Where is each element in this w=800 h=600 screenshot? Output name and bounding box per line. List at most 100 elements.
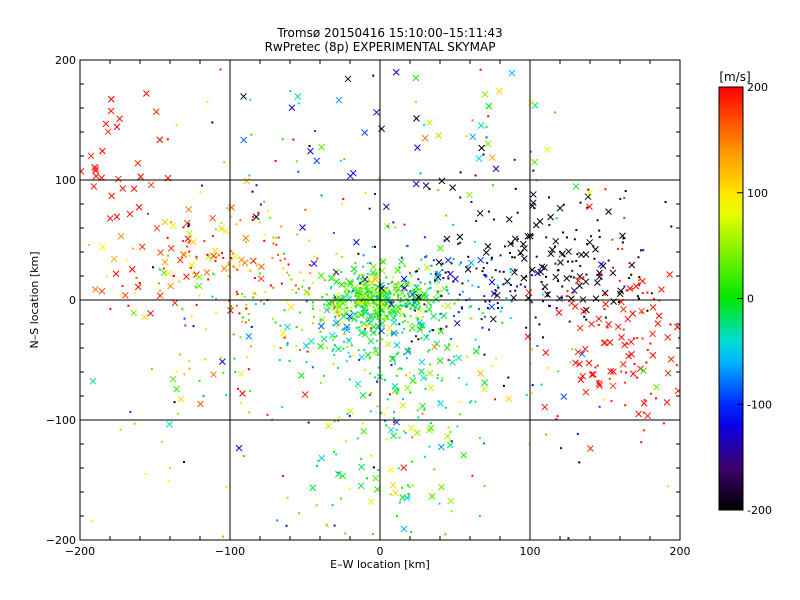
- scatter-point-dot: [596, 364, 599, 367]
- scatter-point-x: [209, 214, 217, 222]
- scatter-point-dot: [467, 255, 470, 258]
- scatter-point-dot: [408, 371, 411, 374]
- scatter-point-dot: [404, 298, 407, 301]
- scatter-point-dot: [654, 397, 657, 400]
- scatter-point-dot: [450, 337, 453, 340]
- scatter-point-dot: [649, 342, 652, 345]
- scatter-point-x: [167, 244, 175, 252]
- scatter-point-dot: [641, 337, 644, 340]
- scatter-point-dot: [491, 277, 494, 280]
- scatter-point-dot: [562, 231, 565, 234]
- scatter-point-dot: [370, 327, 373, 330]
- scatter-point-dot: [492, 218, 495, 221]
- scatter-point-dot: [560, 296, 563, 299]
- scatter-point-x: [387, 466, 394, 474]
- scatter-point-dot: [392, 416, 395, 419]
- scatter-point-x: [587, 445, 594, 452]
- scatter-point-dot: [576, 432, 579, 435]
- scatter-point-x: [104, 128, 112, 136]
- scatter-point-dot: [390, 332, 393, 335]
- scatter-point-dot: [578, 461, 581, 464]
- scatter-point-dot: [397, 368, 400, 371]
- scatter-point-x: [552, 237, 560, 245]
- scatter-point-dot: [184, 324, 187, 327]
- scatter-point-dot: [516, 237, 519, 240]
- scatter-point-dot: [286, 496, 289, 499]
- colorbar-tick-label: 0: [747, 293, 754, 306]
- scatter-point-dot: [603, 308, 606, 311]
- scatter-point-dot: [378, 318, 381, 321]
- scatter-point-x: [435, 258, 443, 266]
- scatter-point-dot: [484, 300, 487, 303]
- scatter-point-dot: [646, 309, 649, 312]
- scatter-point-x: [597, 261, 605, 268]
- scatter-point-x: [467, 259, 475, 267]
- scatter-point-dot: [355, 326, 358, 329]
- scatter-point-dot: [483, 273, 486, 276]
- scatter-point-dot: [449, 430, 452, 433]
- scatter-point-dot: [487, 115, 490, 118]
- scatter-point-x: [536, 218, 544, 225]
- scatter-point-dot: [366, 291, 369, 294]
- scatter-point-dot: [540, 281, 543, 284]
- scatter-point-dot: [408, 270, 411, 273]
- scatter-point-x: [508, 69, 516, 77]
- scatter-point-x: [520, 255, 528, 263]
- scatter-point-x: [438, 483, 445, 491]
- scatter-point-x: [340, 312, 348, 320]
- scatter-point-dot: [234, 294, 237, 297]
- scatter-point-dot: [343, 307, 346, 310]
- scatter-point-dot: [490, 258, 493, 261]
- scatter-point-dot: [307, 294, 310, 297]
- scatter-point-x: [481, 91, 489, 98]
- scatter-point-dot: [424, 310, 427, 313]
- scatter-point-dot: [470, 200, 473, 203]
- scatter-point-x: [478, 144, 486, 152]
- scatter-point-x: [605, 321, 612, 328]
- scatter-point-dot: [598, 273, 601, 276]
- scatter-point-x: [447, 497, 455, 505]
- scatter-point-x: [130, 309, 138, 317]
- scatter-point-dot: [160, 440, 163, 443]
- scatter-point-dot: [409, 315, 412, 318]
- scatter-point-dot: [388, 291, 391, 294]
- scatter-point-x: [574, 277, 582, 284]
- scatter-point-dot: [342, 347, 345, 350]
- scatter-point-dot: [221, 252, 224, 255]
- scatter-point-dot: [195, 16, 197, 18]
- scatter-point-dot: [511, 256, 514, 259]
- scatter-point-dot: [295, 345, 298, 348]
- scatter-point-dot: [643, 399, 646, 402]
- scatter-point-dot: [555, 418, 558, 421]
- scatter-point-x: [384, 340, 392, 348]
- scatter-point-dot: [394, 283, 397, 286]
- scatter-point-x: [165, 270, 172, 277]
- scatter-point-x: [210, 371, 217, 378]
- scatter-point-dot: [344, 440, 347, 443]
- scatter-point-dot: [509, 317, 512, 320]
- scatter-point-dot: [337, 292, 340, 295]
- scatter-point-dot: [239, 219, 242, 222]
- scatter-point-dot: [381, 338, 384, 341]
- scatter-point-dot: [466, 355, 469, 358]
- scatter-point-dot: [450, 262, 453, 265]
- scatter-point-dot: [406, 304, 409, 307]
- scatter-point-dot: [428, 188, 431, 191]
- scatter-point-x: [437, 443, 445, 451]
- scatter-point-x: [161, 258, 169, 266]
- scatter-point-dot: [600, 277, 603, 280]
- scatter-point-dot: [219, 68, 222, 71]
- scatter-point-dot: [368, 207, 371, 210]
- scatter-point-dot: [91, 519, 94, 522]
- scatter-point-dot: [274, 159, 277, 162]
- scatter-point-dot: [419, 281, 422, 284]
- scatter-point-dot: [344, 282, 347, 285]
- scatter-point-dot: [545, 236, 548, 239]
- scatter-point-dot: [423, 236, 426, 239]
- scatter-point-dot: [359, 288, 362, 291]
- scatter-point-x: [87, 152, 95, 160]
- scatter-point-dot: [409, 350, 412, 353]
- scatter-point-dot: [181, 239, 184, 242]
- scatter-point-dot: [411, 436, 414, 439]
- scatter-point-dot: [360, 277, 363, 280]
